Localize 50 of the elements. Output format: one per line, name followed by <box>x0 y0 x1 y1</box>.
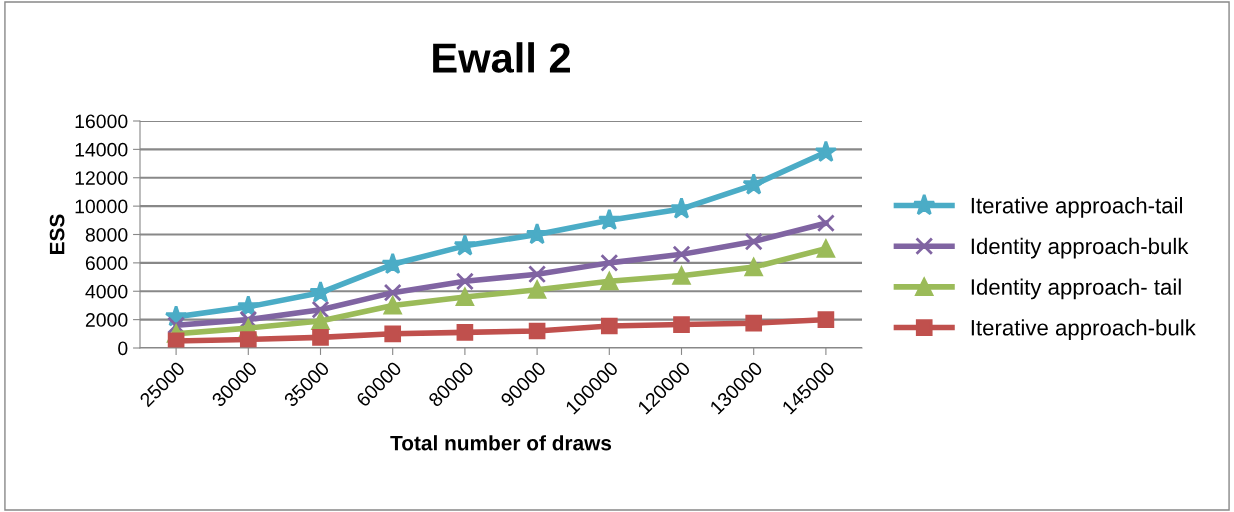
chart-title: Ewall 2 <box>433 42 570 73</box>
point <box>167 316 186 335</box>
point <box>817 311 835 328</box>
point <box>528 322 546 340</box>
point <box>383 296 402 315</box>
legend-label: Iterative approach-tail <box>971 197 1182 218</box>
y-tick-label: 0 <box>118 341 128 356</box>
point <box>237 295 260 317</box>
point <box>384 325 402 343</box>
point <box>311 300 330 319</box>
y-tick-label: 10000 <box>75 199 128 214</box>
point <box>456 324 474 341</box>
point <box>816 214 835 233</box>
point <box>311 312 330 331</box>
point <box>453 234 477 256</box>
point <box>744 232 763 251</box>
y-tick-label: 16000 <box>75 114 128 129</box>
y-tick-label: 12000 <box>75 171 128 185</box>
point <box>598 208 621 231</box>
point <box>600 317 618 335</box>
point <box>600 272 619 291</box>
y-axis-title: ESS <box>49 214 65 254</box>
legend-label: Identity approach-bulk <box>971 237 1189 259</box>
point <box>312 329 329 346</box>
y-tick-label: 4000 <box>85 284 128 299</box>
point <box>239 331 257 348</box>
point <box>814 140 838 163</box>
point <box>600 253 619 272</box>
point <box>381 252 404 275</box>
point <box>673 316 690 333</box>
point <box>455 287 474 306</box>
point <box>528 265 547 284</box>
point <box>528 280 547 299</box>
y-tick-label: 2000 <box>85 313 128 327</box>
y-tick-label: 6000 <box>85 256 128 271</box>
point <box>455 272 474 291</box>
point <box>745 314 763 332</box>
point <box>672 245 691 264</box>
point <box>309 280 332 303</box>
legend-label: Iterative approach-bulk <box>971 319 1196 340</box>
y-tick-label: 8000 <box>85 227 128 242</box>
point <box>672 266 691 285</box>
point <box>744 258 763 277</box>
legend-label: Identity approach- tail <box>971 278 1181 300</box>
point <box>816 239 835 258</box>
point <box>383 283 402 302</box>
point <box>167 332 185 348</box>
x-axis-title: Total number of draws <box>390 435 612 451</box>
y-tick-label: 14000 <box>75 142 128 157</box>
point <box>742 173 765 195</box>
